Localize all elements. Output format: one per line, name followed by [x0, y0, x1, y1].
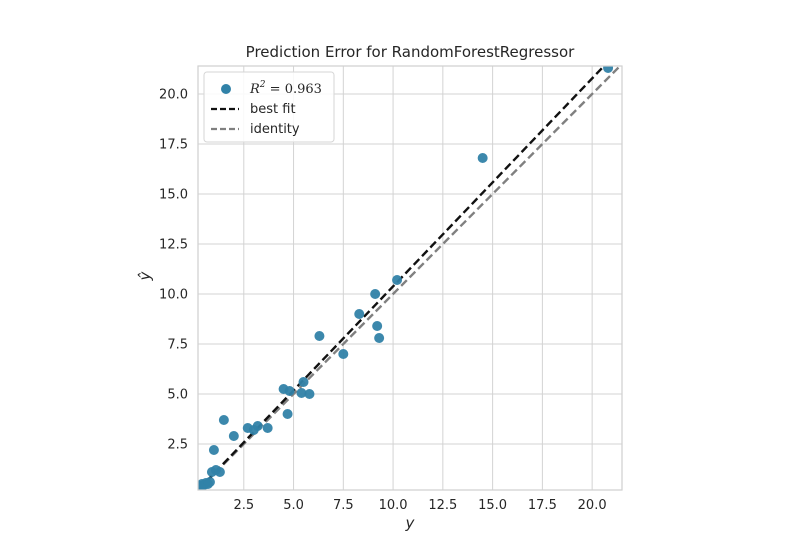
x-tick-label: 15.0 — [478, 498, 507, 513]
scatter-point — [372, 321, 383, 331]
scatter-point — [198, 483, 206, 490]
y-tick-label: 17.5 — [159, 138, 188, 153]
scatter-point — [304, 389, 315, 399]
scatter-point — [218, 415, 229, 425]
scatter-point — [477, 153, 488, 163]
scatter-point — [374, 333, 385, 343]
scatter-point — [252, 421, 263, 431]
scatter-point — [228, 431, 239, 441]
legend-r2-label: R2 = 0.963 — [249, 80, 322, 97]
x-tick-label: 10.0 — [379, 498, 408, 513]
y-tick-label: 15.0 — [159, 188, 188, 203]
x-axis-label: y — [405, 514, 416, 532]
plot-frame — [197, 65, 623, 491]
y-tick-label: 2.5 — [167, 438, 188, 453]
best-fit-line — [198, 66, 606, 490]
chart-title: Prediction Error for RandomForestRegress… — [246, 43, 576, 61]
y-axis-label: ŷ — [136, 270, 154, 281]
scatter-point — [204, 477, 215, 487]
scatter-point — [296, 388, 307, 398]
scatter-point — [338, 349, 349, 359]
scatter-point — [282, 409, 293, 419]
grid — [198, 66, 622, 490]
legend-best-fit-label: best fit — [250, 102, 296, 117]
x-tick-label: 12.5 — [428, 498, 457, 513]
y-tick-label: 20.0 — [159, 88, 188, 103]
x-tick-label: 7.5 — [333, 498, 354, 513]
scatter-points — [198, 66, 614, 490]
y-tick-labels: 2.5 5.0 7.5 10.0 12.5 15.0 17.5 20.0 — [159, 88, 188, 453]
reference-lines — [198, 66, 622, 490]
y-tick-label: 10.0 — [159, 288, 188, 303]
scatter-point — [208, 445, 219, 455]
legend-r2-superscript: 2 — [259, 80, 266, 90]
scatter-point — [298, 377, 309, 387]
legend-r2-value: = 0.963 — [266, 82, 322, 97]
scatter-point — [354, 309, 365, 319]
scatter-point — [603, 66, 614, 73]
scatter-point — [214, 467, 225, 477]
x-tick-label: 2.5 — [233, 498, 254, 513]
scatter-point — [370, 289, 381, 299]
x-tick-labels: 2.5 5.0 7.5 10.0 12.5 15.0 17.5 20.0 — [233, 498, 606, 513]
y-tick-label: 12.5 — [159, 238, 188, 253]
x-tick-label: 5.0 — [283, 498, 304, 513]
scatter-point — [262, 423, 273, 433]
y-tick-label: 7.5 — [167, 338, 188, 353]
identity-line — [198, 66, 622, 490]
x-tick-label: 20.0 — [578, 498, 607, 513]
y-tick-label: 5.0 — [167, 388, 188, 403]
scatter-point — [284, 386, 295, 396]
legend-r2-symbol: R — [249, 82, 260, 97]
scatter-point — [392, 275, 403, 285]
x-tick-label: 17.5 — [528, 498, 557, 513]
legend: R2 = 0.963 best fit identity — [203, 71, 335, 143]
legend-identity-label: identity — [250, 122, 300, 137]
scatter-point — [314, 331, 325, 341]
legend-point-marker — [221, 84, 231, 94]
legend-box — [203, 71, 335, 143]
